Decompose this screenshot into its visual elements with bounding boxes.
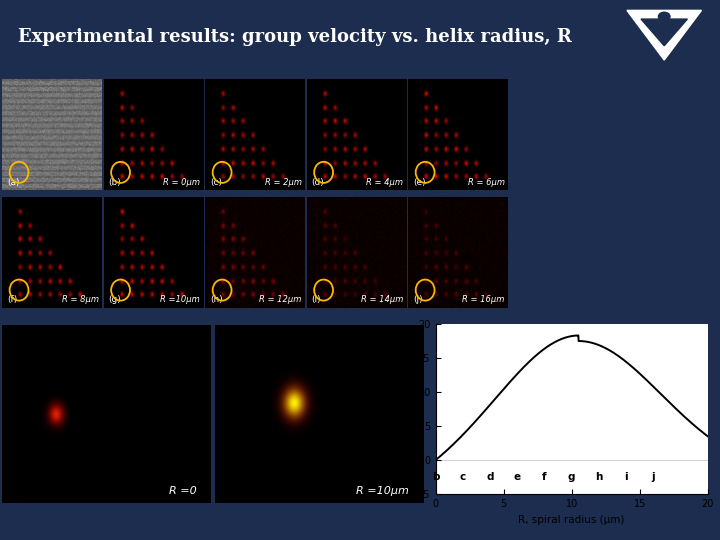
Text: R = 2μm: R = 2μm: [264, 178, 302, 187]
Text: R = 16μm: R = 16μm: [462, 295, 505, 305]
Text: f: f: [542, 472, 546, 482]
Text: R = 0μm: R = 0μm: [163, 178, 200, 187]
Text: R = 8μm: R = 8μm: [61, 295, 99, 305]
Circle shape: [658, 12, 670, 21]
Text: j: j: [652, 472, 655, 482]
Text: R =10μm: R =10μm: [161, 295, 200, 305]
Text: (e): (e): [413, 178, 426, 187]
Text: e: e: [513, 472, 521, 482]
Y-axis label: Edge  $V_g$  (μm/cm): Edge $V_g$ (μm/cm): [397, 361, 411, 457]
Text: d: d: [486, 472, 494, 482]
Text: R = 4μm: R = 4μm: [366, 178, 403, 187]
Text: (g): (g): [109, 295, 122, 305]
X-axis label: R, spiral radius (μm): R, spiral radius (μm): [518, 515, 625, 524]
Text: (c): (c): [210, 178, 222, 187]
Text: R = 12μm: R = 12μm: [259, 295, 302, 305]
Text: (i): (i): [312, 295, 321, 305]
Text: (f): (f): [7, 295, 17, 305]
Text: (j): (j): [413, 295, 423, 305]
Text: (a): (a): [7, 178, 19, 187]
Text: (h): (h): [210, 295, 223, 305]
Polygon shape: [627, 10, 701, 60]
Text: (b): (b): [109, 178, 122, 187]
Text: R = 14μm: R = 14μm: [361, 295, 403, 305]
Text: (d): (d): [312, 178, 325, 187]
Text: i: i: [624, 472, 628, 482]
Text: b: b: [432, 472, 439, 482]
Text: R =10μm: R =10μm: [356, 486, 409, 496]
Text: Experimental results: group velocity vs. helix radius, R: Experimental results: group velocity vs.…: [18, 28, 572, 45]
Polygon shape: [641, 19, 688, 46]
Text: g: g: [568, 472, 575, 482]
Text: R = 6μm: R = 6μm: [467, 178, 505, 187]
Text: R =0: R =0: [168, 486, 197, 496]
Text: c: c: [459, 472, 466, 482]
Text: h: h: [595, 472, 603, 482]
